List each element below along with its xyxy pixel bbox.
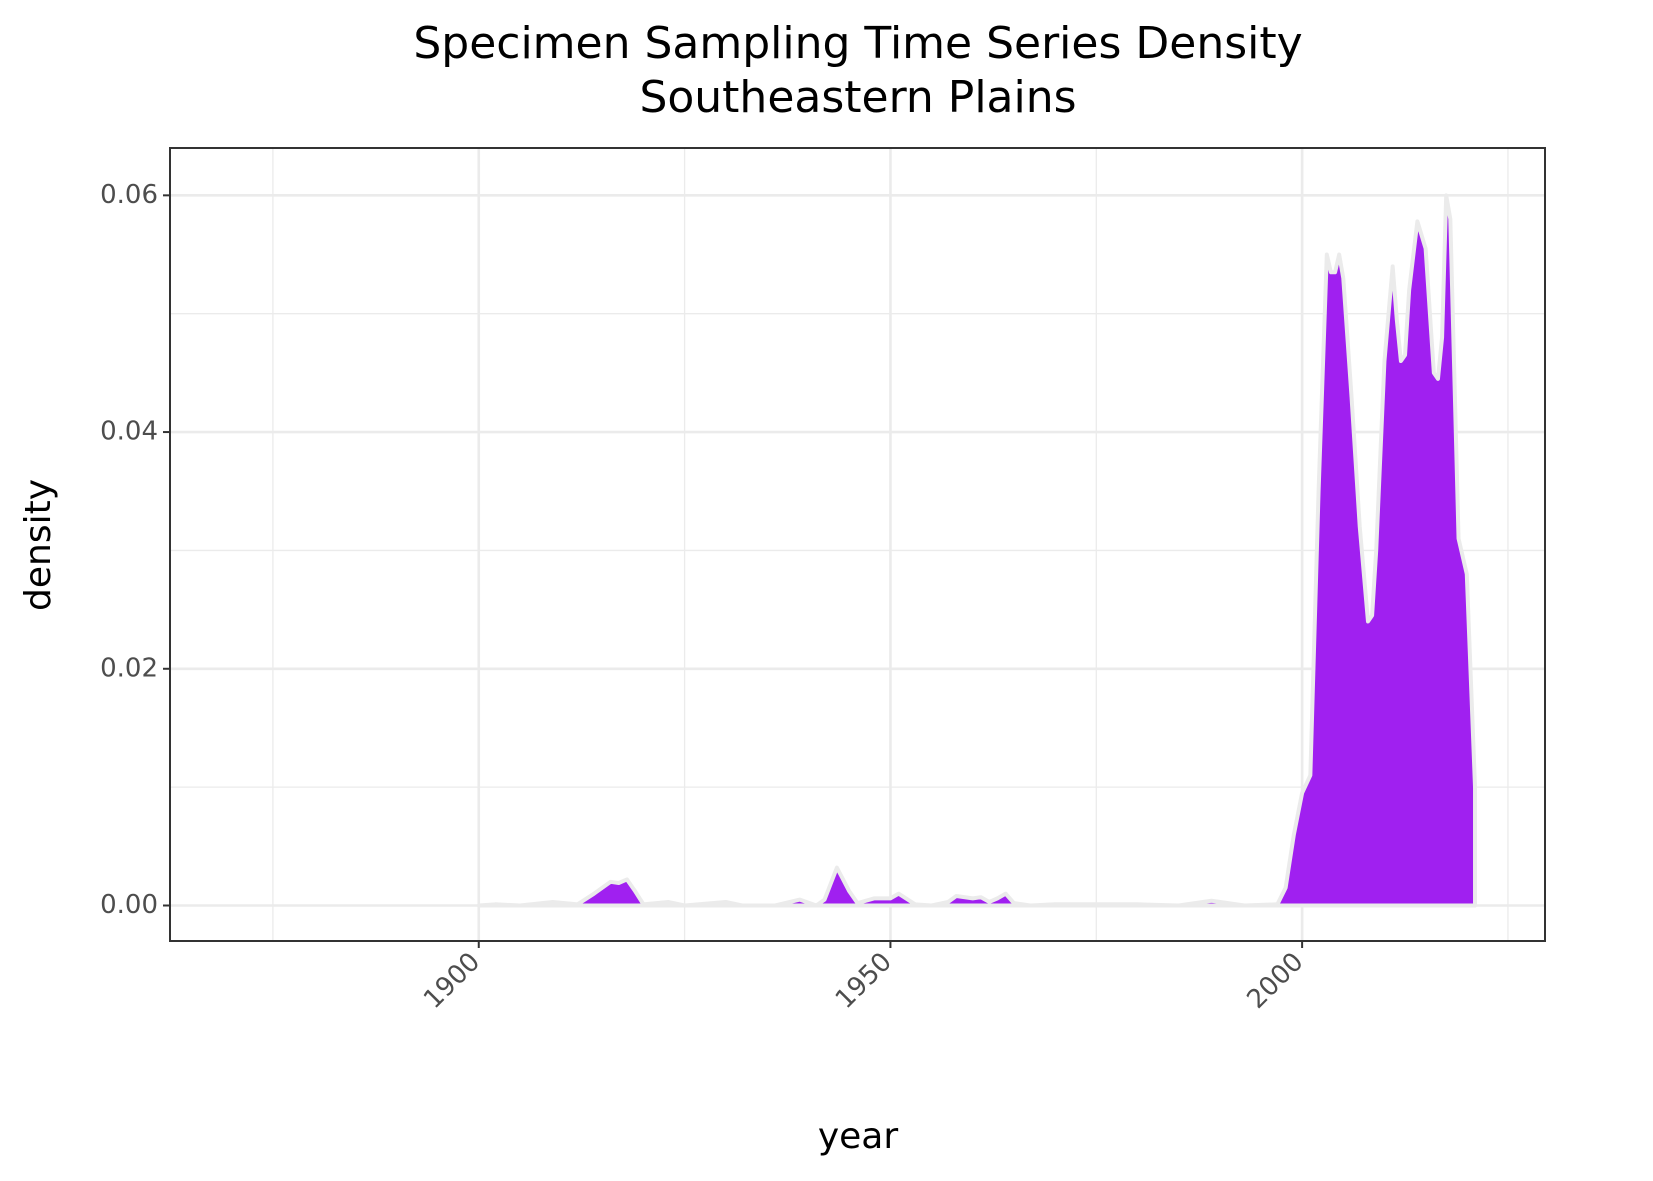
chart-subtitle: Southeastern Plains xyxy=(639,72,1076,123)
y-tick-label: 0.04 xyxy=(100,417,158,447)
chart-title: Specimen Sampling Time Series Density xyxy=(413,18,1302,69)
x-axis-label: year xyxy=(818,1116,899,1157)
y-axis-label: density xyxy=(18,479,59,611)
x-tick-label: 1950 xyxy=(830,947,898,1015)
plot-border xyxy=(169,147,1546,942)
y-tick-label: 0.02 xyxy=(100,653,158,683)
x-tick-label: 2000 xyxy=(1242,947,1310,1015)
density-area xyxy=(476,193,1478,908)
x-tick-label: 1900 xyxy=(418,947,486,1015)
y-tick-label: 0.06 xyxy=(100,180,158,210)
y-tick-label: 0.00 xyxy=(100,890,158,920)
